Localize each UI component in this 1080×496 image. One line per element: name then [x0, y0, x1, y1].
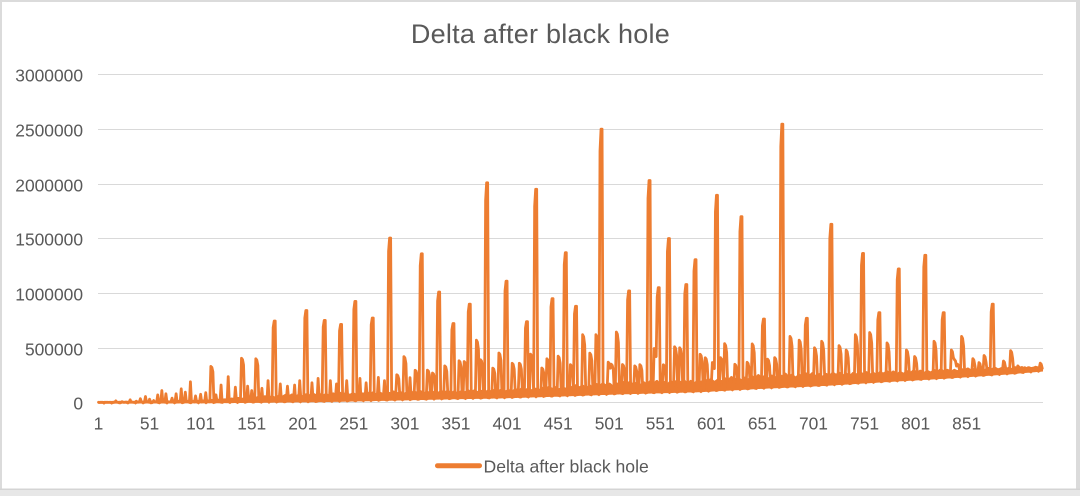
svg-text:Delta after black hole: Delta after black hole: [484, 457, 649, 477]
svg-text:601: 601: [697, 414, 726, 434]
svg-text:851: 851: [952, 414, 981, 434]
svg-text:1: 1: [94, 414, 104, 434]
svg-text:301: 301: [390, 414, 419, 434]
svg-text:Delta after black hole: Delta after black hole: [411, 19, 670, 49]
svg-text:2500000: 2500000: [15, 120, 83, 140]
svg-text:1500000: 1500000: [15, 229, 83, 249]
svg-text:3000000: 3000000: [15, 65, 83, 85]
svg-text:651: 651: [748, 414, 777, 434]
svg-text:401: 401: [493, 414, 522, 434]
svg-text:0: 0: [73, 393, 83, 413]
svg-text:551: 551: [646, 414, 675, 434]
svg-text:451: 451: [544, 414, 573, 434]
svg-text:2000000: 2000000: [15, 175, 83, 195]
svg-text:201: 201: [288, 414, 317, 434]
svg-text:101: 101: [186, 414, 215, 434]
svg-text:1000000: 1000000: [15, 284, 83, 304]
svg-text:251: 251: [339, 414, 368, 434]
svg-text:351: 351: [441, 414, 470, 434]
svg-text:801: 801: [901, 414, 930, 434]
svg-text:151: 151: [237, 414, 266, 434]
svg-text:501: 501: [595, 414, 624, 434]
svg-text:500000: 500000: [25, 339, 83, 359]
svg-text:701: 701: [799, 414, 828, 434]
svg-text:751: 751: [850, 414, 879, 434]
svg-text:51: 51: [140, 414, 159, 434]
